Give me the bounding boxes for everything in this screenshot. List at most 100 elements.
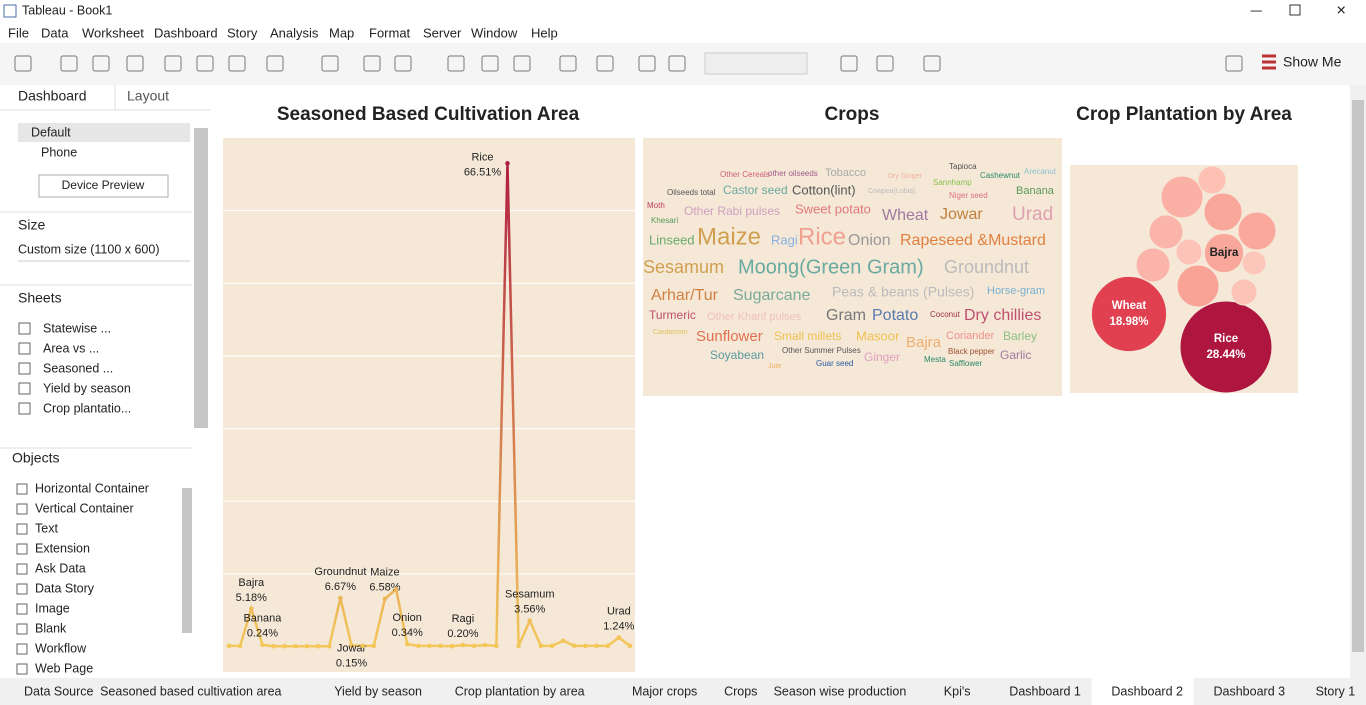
close[interactable]: ✕ xyxy=(1336,3,1346,18)
word[interactable]: Cashewnut xyxy=(980,171,1021,180)
word[interactable]: Guar seed xyxy=(816,359,853,368)
word[interactable]: Banana xyxy=(1016,185,1055,197)
word[interactable]: Cardamom xyxy=(653,329,688,336)
toolbar-icon[interactable] xyxy=(196,55,214,72)
object-item[interactable]: Extension xyxy=(35,541,90,555)
word[interactable]: Jute xyxy=(768,363,781,370)
sheet-tab[interactable]: Major crops xyxy=(632,684,697,698)
word[interactable]: Bajra xyxy=(906,334,942,351)
object-item[interactable]: Horizontal Container xyxy=(35,481,149,495)
toolbar-icon[interactable] xyxy=(447,55,465,72)
objects-scroll[interactable] xyxy=(182,488,192,633)
selected-device[interactable] xyxy=(18,123,190,142)
word[interactable]: Urad xyxy=(1012,204,1053,225)
side-scroll[interactable] xyxy=(194,128,208,428)
menu-item[interactable]: Worksheet xyxy=(82,25,144,40)
sheet-tab[interactable]: Dashboard 3 xyxy=(1214,684,1286,698)
toolbar-icon[interactable] xyxy=(923,55,941,72)
sheet-tab[interactable]: Crop plantation by area xyxy=(455,684,585,698)
word[interactable]: Sunflower xyxy=(696,328,763,345)
word[interactable]: Khesari xyxy=(651,216,678,225)
word[interactable]: Coriander xyxy=(946,330,995,342)
word[interactable]: Ginger xyxy=(864,350,900,364)
word[interactable]: Other Summer Pulses xyxy=(782,346,861,355)
toolbar-icon[interactable] xyxy=(513,55,531,72)
word[interactable]: Safflower xyxy=(949,359,983,368)
menu-item[interactable]: Server xyxy=(423,25,462,40)
object-item[interactable]: Workflow xyxy=(35,641,87,655)
word[interactable]: Oilseeds total xyxy=(667,188,716,197)
sheet-item[interactable]: Crop plantatio... xyxy=(43,401,131,415)
word[interactable]: Peas & beans (Pulses) xyxy=(832,284,974,300)
word[interactable]: Moong(Green Gram) xyxy=(738,256,924,278)
toolbar-icon[interactable] xyxy=(14,55,32,72)
word[interactable]: Tobacco xyxy=(825,167,866,179)
word[interactable]: Groundnut xyxy=(944,257,1029,277)
toolbar-icon[interactable] xyxy=(559,55,577,72)
toolbar-icon[interactable] xyxy=(92,55,110,72)
sheet-tab[interactable]: Data Source xyxy=(24,684,94,698)
toolbar-icon[interactable] xyxy=(126,55,144,72)
word[interactable]: Arhar/Tur xyxy=(651,287,719,304)
bubble[interactable] xyxy=(1237,211,1277,251)
menu-item[interactable]: Data xyxy=(41,25,69,40)
sheet-item[interactable]: Area vs ... xyxy=(43,341,99,355)
sheet-item[interactable]: Seasoned ... xyxy=(43,361,113,375)
sheet-tab[interactable]: Dashboard 1 xyxy=(1009,684,1081,698)
word[interactable]: Turmeric xyxy=(649,308,696,322)
object-item[interactable]: Image xyxy=(35,601,70,615)
word[interactable]: Garlic xyxy=(1000,348,1031,362)
bubble[interactable] xyxy=(1135,247,1171,283)
object-item[interactable]: Blank xyxy=(35,621,67,635)
toolbar-icon[interactable] xyxy=(394,55,412,72)
word[interactable]: Coconut xyxy=(930,310,961,319)
word[interactable]: Linseed xyxy=(649,232,695,247)
word[interactable]: Other Cereals xyxy=(720,170,770,179)
size-value[interactable]: Custom size (1100 x 600) xyxy=(18,242,160,256)
menu-item[interactable]: Window xyxy=(471,25,518,40)
toolbar-icon[interactable] xyxy=(596,55,614,72)
button-label[interactable]: Device Preview xyxy=(62,178,145,192)
word[interactable]: Cotton(lint) xyxy=(792,182,856,197)
word[interactable]: Moth xyxy=(647,201,665,210)
sheet-item[interactable]: Yield by season xyxy=(43,381,131,395)
sheet-item[interactable]: Statewise ... xyxy=(43,321,111,335)
bubble[interactable] xyxy=(1148,214,1184,250)
toolbar-icon[interactable] xyxy=(481,55,499,72)
word[interactable]: Potato xyxy=(872,307,918,324)
bubble[interactable] xyxy=(1175,238,1203,266)
word[interactable]: Sannhamp xyxy=(933,178,972,187)
menu-item[interactable]: Map xyxy=(329,25,354,40)
word[interactable]: Castor seed xyxy=(723,183,788,197)
bubble[interactable] xyxy=(1230,278,1258,306)
menu-item[interactable]: Format xyxy=(369,25,411,40)
menu-item[interactable]: Dashboard xyxy=(154,25,218,40)
menu-item[interactable]: Analysis xyxy=(270,25,319,40)
device-option[interactable]: Phone xyxy=(41,145,77,159)
word[interactable]: Cowpea(Lobia) xyxy=(868,188,915,195)
word[interactable]: Niger seed xyxy=(949,191,988,200)
toolbar-icon[interactable] xyxy=(1225,55,1243,72)
show-me[interactable]: Show Me xyxy=(1283,54,1342,70)
bubble[interactable] xyxy=(1090,275,1168,353)
toolbar-icon[interactable] xyxy=(638,55,656,72)
toolbar-icon[interactable] xyxy=(266,55,284,72)
panel-tab[interactable]: Layout xyxy=(127,88,169,104)
word[interactable]: Tapioca xyxy=(949,162,977,171)
object-item[interactable]: Vertical Container xyxy=(35,501,134,515)
sheet-tab[interactable]: Story 1 xyxy=(1316,684,1356,698)
toolbar-icon[interactable] xyxy=(164,55,182,72)
bubble[interactable] xyxy=(1241,250,1267,276)
bubble[interactable] xyxy=(1203,232,1245,274)
sheet-tab[interactable]: Yield by season xyxy=(334,684,422,698)
word[interactable]: Gram xyxy=(826,307,866,324)
word[interactable]: Rapeseed &Mustard xyxy=(900,232,1046,249)
word[interactable]: other oilseeds xyxy=(768,169,818,178)
word[interactable]: Dry Ginger xyxy=(888,173,923,180)
minimize[interactable]: — xyxy=(1250,3,1263,18)
toolbar-icon[interactable] xyxy=(363,55,381,72)
object-item[interactable]: Data Story xyxy=(35,581,95,595)
object-item[interactable]: Web Page xyxy=(35,661,93,675)
sheet-tab[interactable]: Kpi's xyxy=(944,684,971,698)
bubble[interactable] xyxy=(1197,165,1227,195)
